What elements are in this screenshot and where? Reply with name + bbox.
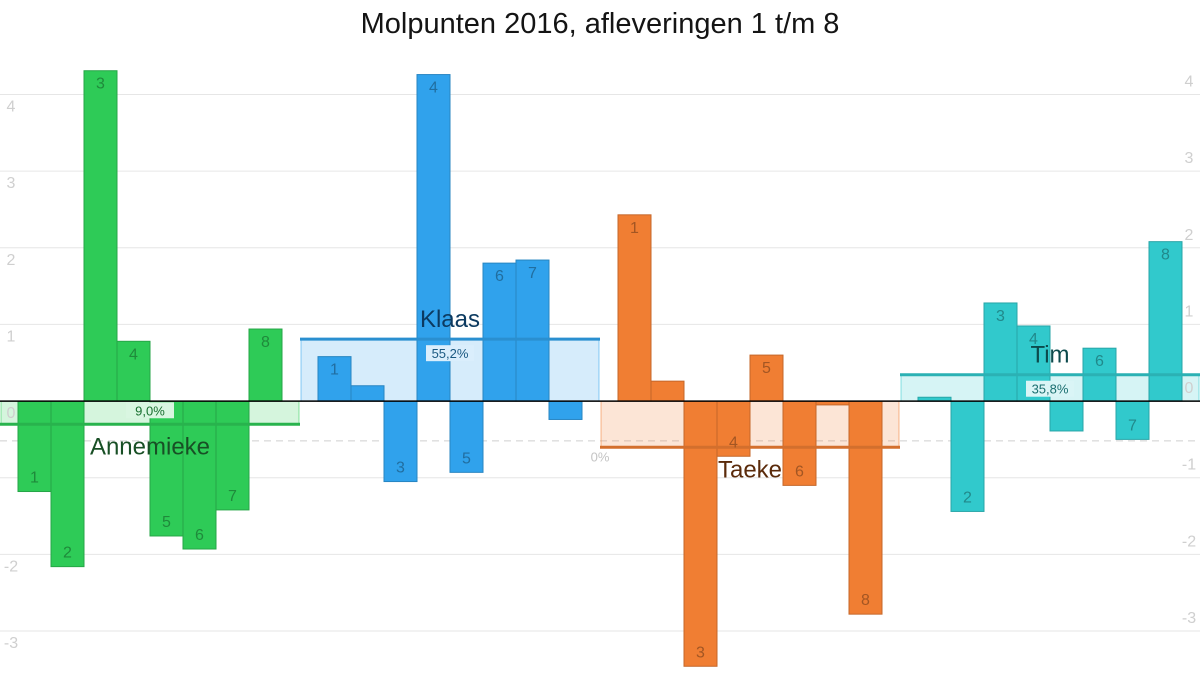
percentage-label: 55,2% — [432, 346, 469, 361]
y-tick-label-right: 1 — [1185, 303, 1194, 320]
bar — [383, 400, 418, 483]
bar-label: 8 — [261, 334, 270, 351]
bar — [248, 328, 283, 402]
bar-label: 3 — [696, 644, 705, 661]
axes: 4 3 2 1 0 -2 -3 4 3 2 1 0 -1 -2 -3 — [0, 73, 1200, 652]
bar-label: 6 — [795, 463, 804, 480]
bar-label: 4 — [429, 80, 438, 97]
bar — [848, 400, 883, 615]
bar-label: 8 — [861, 592, 870, 609]
y-tick-label-left: -3 — [4, 635, 18, 652]
bar-label: 2 — [963, 489, 972, 506]
percentage-label: 0% — [591, 449, 610, 464]
bar — [782, 400, 817, 486]
bar — [17, 400, 52, 493]
bar-label: 7 — [528, 265, 537, 282]
series-taeke: 1 3 4 5 6 8 0% Taeke — [591, 214, 900, 667]
bar-label: 5 — [162, 514, 171, 531]
bar — [749, 354, 784, 402]
series-name-label: Klaas — [420, 306, 480, 333]
bar — [1049, 400, 1084, 432]
y-tick-label-left: 0 — [7, 405, 16, 422]
series-name-label: Annemieke — [90, 433, 210, 460]
bar-label: 4 — [1029, 331, 1038, 348]
series-name-label: Taeke — [718, 456, 782, 483]
percentage-label: 35,8% — [1032, 382, 1069, 397]
bar — [983, 302, 1018, 402]
bar-label: 1 — [630, 220, 639, 237]
y-tick-label-left: 3 — [7, 175, 16, 192]
series-name-label: Tim — [1030, 342, 1069, 369]
bar-label: 1 — [330, 362, 339, 379]
bar — [83, 70, 118, 402]
bar-label: 7 — [228, 488, 237, 505]
bar-label: 7 — [1128, 417, 1137, 434]
percentage-label-bg — [126, 402, 174, 419]
bar-label: 6 — [495, 268, 504, 285]
bar-label: 6 — [1095, 353, 1104, 370]
bar — [515, 259, 550, 402]
y-tick-label-right: 4 — [1185, 73, 1194, 90]
y-tick-label-right: -2 — [1182, 533, 1196, 550]
bar-label: 8 — [1161, 247, 1170, 264]
bar — [50, 400, 85, 568]
bar-label: 3 — [396, 460, 405, 477]
bar — [1148, 241, 1183, 402]
y-tick-label-left: -2 — [4, 558, 18, 575]
bar-label: 5 — [762, 360, 771, 377]
bar — [350, 385, 385, 402]
percentage-label-bg — [1026, 380, 1074, 397]
bar-label: 4 — [129, 346, 138, 363]
bar-label: 1 — [30, 470, 39, 487]
y-tick-label-right: -3 — [1182, 610, 1196, 627]
bar-label: 3 — [996, 308, 1005, 325]
bar-label: 6 — [195, 527, 204, 544]
bar — [482, 262, 517, 402]
y-tick-label-right: 2 — [1185, 227, 1194, 244]
bar — [317, 356, 352, 402]
bar-label: 4 — [729, 434, 738, 451]
bar — [650, 380, 685, 402]
bar — [617, 214, 652, 402]
series-klaas: 1 3 4 5 6 7 55,2% Klaas — [300, 74, 600, 483]
bar — [1115, 400, 1150, 440]
y-tick-label-left: 1 — [7, 328, 16, 345]
bar — [215, 400, 250, 511]
y-tick-label-left: 2 — [7, 252, 16, 269]
percentage-label: 9,0% — [135, 403, 165, 418]
bar — [683, 400, 718, 667]
chart-title: Molpunten 2016, afleveringen 1 t/m 8 — [361, 8, 840, 40]
bar-label: 3 — [96, 76, 105, 93]
bar — [449, 400, 484, 473]
y-tick-label-left: 4 — [7, 98, 16, 115]
series-tim: 2 3 4 6 7 8 35,8% Tim — [900, 241, 1200, 512]
bar-label: 2 — [63, 545, 72, 562]
y-tick-label-right: -1 — [1182, 457, 1196, 474]
y-tick-label-right: 3 — [1185, 150, 1194, 167]
bar-label: 5 — [462, 450, 471, 467]
y-tick-label-right: 0 — [1185, 380, 1194, 397]
bar — [548, 400, 583, 420]
series-annemieke: 1 2 3 4 5 6 7 8 9,0% Annemieke — [0, 70, 300, 568]
percentage-label-bg — [426, 345, 474, 362]
